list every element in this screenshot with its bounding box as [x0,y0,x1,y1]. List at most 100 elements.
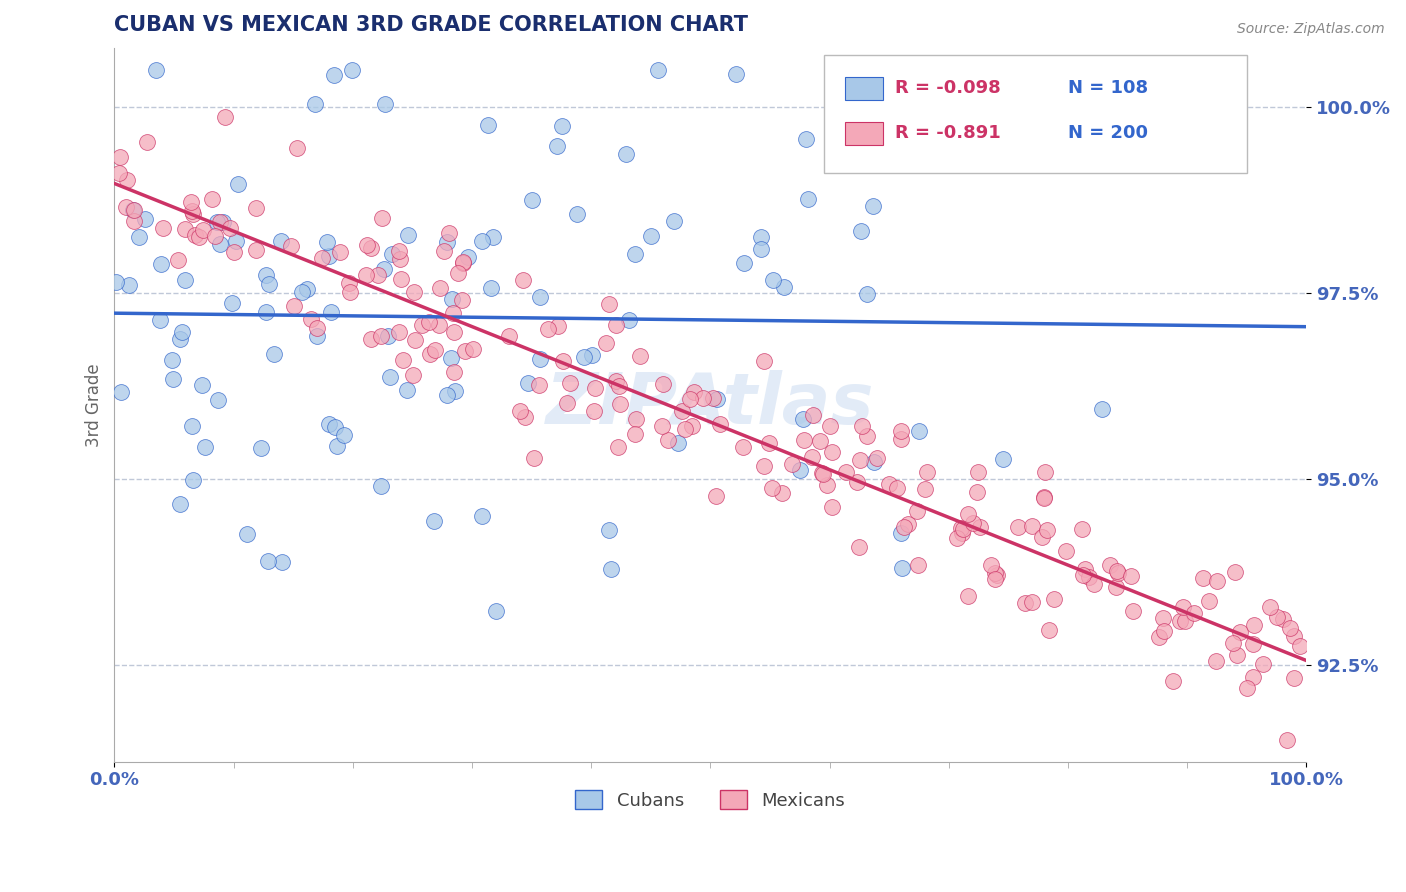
Point [225,234,247,248]
Point [1163,673,1185,688]
Point [762,273,785,287]
Point [441,293,464,307]
Point [547,319,569,334]
Point [319,304,342,318]
Point [370,478,392,492]
Point [337,277,360,291]
Point [583,381,606,395]
Point [305,329,328,343]
Point [115,200,138,214]
Point [907,558,929,572]
Point [453,254,475,268]
Point [1007,520,1029,534]
Point [181,204,204,219]
Point [905,504,928,518]
Point [470,509,492,524]
Point [1275,732,1298,747]
Point [453,344,475,359]
Point [423,343,446,357]
Point [429,280,451,294]
Point [967,466,990,480]
Point [418,315,440,329]
Point [395,383,418,397]
Point [451,293,474,308]
Point [1083,576,1105,591]
Point [173,273,195,287]
Point [1282,671,1305,685]
Point [794,132,817,146]
Point [984,566,1007,580]
Point [108,150,131,164]
Point [498,329,520,343]
Point [1032,490,1054,504]
Point [367,268,389,283]
Point [882,153,904,167]
Point [283,299,305,313]
Point [181,419,204,434]
Point [969,520,991,534]
Point [957,507,980,521]
Point [752,354,775,368]
Point [169,497,191,511]
Point [333,427,356,442]
Text: N = 108: N = 108 [1069,79,1149,97]
Point [427,318,450,333]
Point [1229,624,1251,639]
Point [551,354,574,368]
Point [1289,639,1312,653]
Point [617,313,640,327]
Point [461,343,484,357]
Point [657,433,679,447]
Point [679,392,702,407]
Point [652,376,675,391]
Point [205,215,228,229]
Point [356,237,378,252]
Point [207,393,229,408]
Point [443,365,465,379]
Point [529,377,551,392]
Point [1054,543,1077,558]
Point [956,589,979,603]
Point [204,228,226,243]
Point [437,226,460,240]
Point [709,417,731,431]
Point [801,450,824,464]
Point [598,524,620,538]
Point [890,561,912,575]
Point [419,347,441,361]
Point [1043,591,1066,606]
Point [128,230,150,244]
Point [1014,596,1036,610]
Point [373,261,395,276]
Point [212,215,235,229]
Point [323,420,346,434]
Point [169,332,191,346]
Point [150,257,173,271]
Point [555,396,578,410]
Point [1251,657,1274,671]
Point [749,242,772,256]
Point [624,412,647,426]
Point [311,251,333,265]
Point [1198,594,1220,608]
Point [855,287,877,301]
Point [254,305,277,319]
Point [1226,648,1249,662]
Point [1121,569,1143,583]
Point [441,306,464,320]
Point [565,207,588,221]
Point [222,245,245,260]
Point [811,466,834,480]
Point [1206,574,1229,588]
Point [181,207,204,221]
Point [523,450,546,465]
Point [105,275,128,289]
Point [389,252,412,266]
Point [339,285,361,300]
Point [560,376,582,390]
Point [1071,567,1094,582]
Point [1174,614,1197,628]
Point [1147,630,1170,644]
Point [381,246,404,260]
Point [1033,465,1056,479]
